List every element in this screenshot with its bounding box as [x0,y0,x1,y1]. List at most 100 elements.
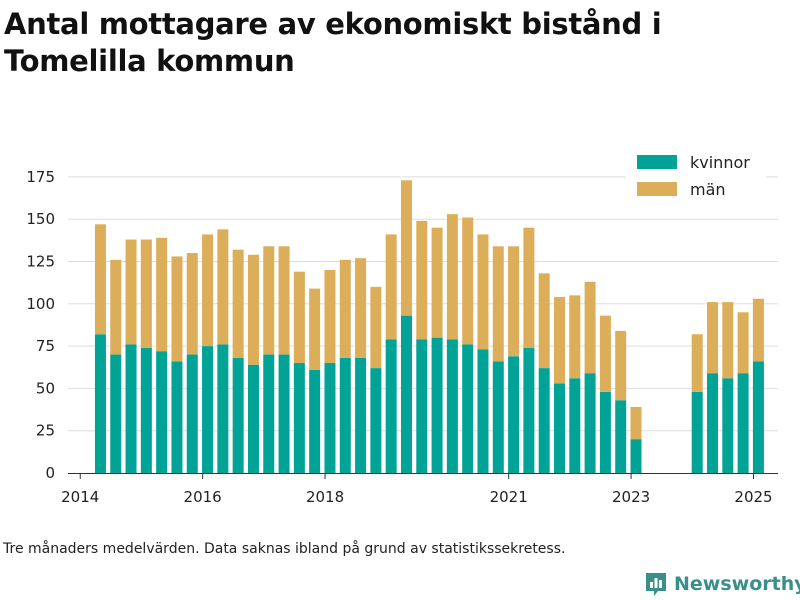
bar-kvinnor-11 [263,354,275,473]
y-tick-label-25: 25 [36,422,55,440]
bar-man-19 [385,234,397,340]
chart-title: Antal mottagare av ekonomiskt bistånd i … [4,7,662,78]
bar-man-15 [324,269,336,364]
bar-kvinnor-6 [186,354,198,473]
x-axis: 2014 2016 2018 2021 2023 2025 [61,473,778,506]
legend-swatch-kvinnor [637,155,677,169]
bar-kvinnor-19 [385,339,397,473]
bar-kvinnor-35 [630,439,642,473]
bar-kvinnor-20 [400,315,412,473]
bar-man-38 [722,302,734,379]
bar-man-9 [232,249,244,358]
bar-kvinnor-28 [523,347,535,473]
y-tick-label-0: 0 [45,464,55,482]
bar-kvinnor-36 [691,391,703,473]
bar-man-35 [630,407,642,440]
bar-man-6 [186,253,198,355]
legend-swatch-man [637,182,677,196]
bar-kvinnor-22 [431,337,443,473]
y-tick-label-75: 75 [36,337,55,355]
bar-man-18 [370,286,382,369]
bar-kvinnor-40 [752,361,764,473]
bar-man-17 [355,258,367,358]
bar-man-27 [508,246,520,357]
bar-kvinnor-12 [278,354,290,473]
bar-man-30 [553,297,565,384]
y-tick-label-125: 125 [26,253,55,271]
bar-kvinnor-23 [446,339,458,473]
bar-man-2 [125,239,137,345]
bar-man-34 [615,330,627,401]
bar-man-26 [492,246,504,362]
bar-kvinnor-38 [722,378,734,473]
legend-label-man: män [690,180,726,199]
x-tick-label-2014: 2014 [61,488,99,506]
bar-kvinnor-4 [156,351,168,473]
bar-man-20 [400,180,412,316]
bar-man-39 [737,312,749,374]
legend: kvinnor män [626,145,766,207]
y-axis-ticks: 0 25 50 75 100 125 150 175 [26,168,55,482]
y-tick-label-100: 100 [26,295,55,313]
bar-kvinnor-0 [94,334,106,473]
bar-man-4 [156,237,168,352]
x-tick-label-2025: 2025 [734,488,772,506]
bar-man-12 [278,246,290,355]
bar-man-31 [569,295,581,379]
bar-man-13 [293,271,305,364]
bar-kvinnor-37 [707,373,719,473]
bar-man-0 [94,224,106,335]
bar-kvinnor-24 [462,344,474,473]
x-tick-label-2021: 2021 [490,488,528,506]
bar-kvinnor-30 [553,383,565,473]
legend-label-kvinnor: kvinnor [690,153,750,172]
bar-kvinnor-1 [110,354,122,473]
x-tick-label-2018: 2018 [306,488,344,506]
bar-man-10 [247,254,259,365]
bar-kvinnor-15 [324,363,336,473]
bar-man-8 [217,229,229,345]
bar-kvinnor-3 [140,347,152,473]
bar-kvinnor-25 [477,349,489,473]
bar-kvinnor-7 [202,346,214,473]
bar-kvinnor-33 [599,391,611,473]
bar-kvinnor-26 [492,361,504,473]
brand-name: Newsworthy [674,573,800,595]
bar-man-28 [523,227,535,348]
bar-man-1 [110,259,122,355]
bar-kvinnor-34 [615,400,627,473]
bar-man-22 [431,227,443,338]
bar-man-25 [477,234,489,350]
bar-kvinnor-32 [584,373,596,473]
bar-kvinnor-8 [217,344,229,473]
bar-man-5 [171,256,183,362]
bar-man-21 [416,220,428,340]
brand-logo[interactable]: Newsworthy [644,570,800,598]
bar-man-37 [707,302,719,374]
bar-man-32 [584,281,596,374]
bar-kvinnor-27 [508,356,520,473]
bar-kvinnor-16 [339,357,351,473]
bar-kvinnor-10 [247,364,259,473]
bar-man-36 [691,334,703,392]
bar-man-3 [140,239,152,348]
bar-kvinnor-18 [370,368,382,473]
bar-man-40 [752,298,764,362]
bar-kvinnor-39 [737,373,749,473]
bar-man-11 [263,246,275,355]
bar-kvinnor-21 [416,339,428,473]
bar-man-23 [446,214,458,340]
bar-man-33 [599,315,611,392]
bar-kvinnor-9 [232,357,244,473]
bar-man-14 [309,288,321,370]
y-tick-label-150: 150 [26,210,55,228]
bar-man-24 [462,217,474,345]
y-tick-label-50: 50 [36,379,55,397]
y-tick-label-175: 175 [26,168,55,186]
bar-kvinnor-17 [355,357,367,473]
bar-kvinnor-2 [125,344,137,473]
bar-man-7 [202,234,214,347]
bar-kvinnor-5 [171,361,183,473]
bars [94,180,764,473]
